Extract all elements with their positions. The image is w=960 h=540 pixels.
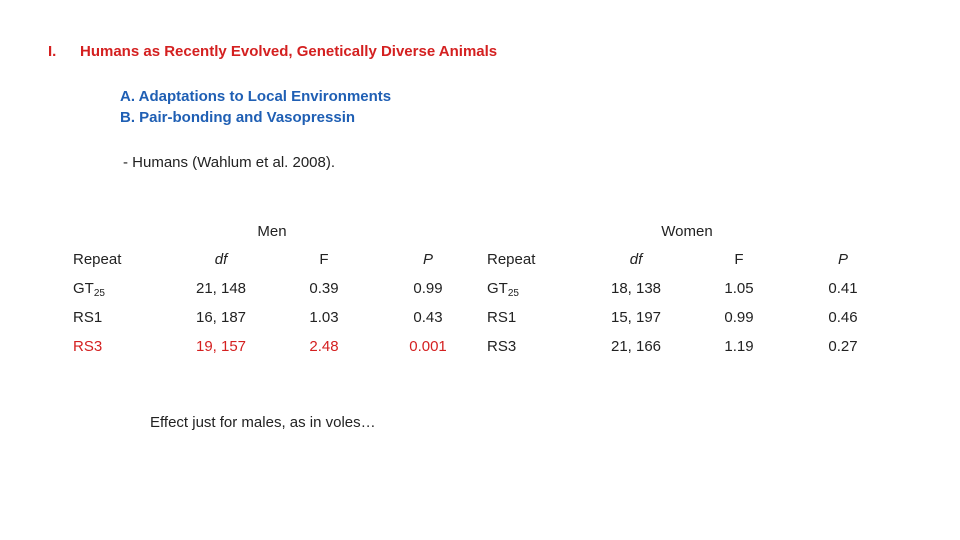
heading-numeral: I.	[48, 43, 57, 60]
table-cell: 21, 148	[195, 280, 247, 297]
table-cell: 0.001	[409, 338, 447, 355]
cell-subscript: 25	[93, 288, 105, 299]
table-cell: 19, 157	[195, 338, 247, 355]
subitem: A. Adaptations to Local Environments	[120, 88, 392, 105]
column-header: df	[629, 251, 643, 268]
table-cell: RS1	[73, 309, 103, 326]
cell-text: GT	[487, 280, 508, 297]
table-cell: 0.39	[309, 280, 339, 297]
column-header: F	[319, 251, 329, 268]
table-cell: 1.19	[724, 338, 754, 355]
table-cell: 0.99	[724, 309, 754, 326]
column-header: P	[422, 251, 434, 268]
subitem: B. Pair-bonding and Vasopressin	[120, 109, 356, 126]
table-cell: 0.99	[413, 280, 443, 297]
table-cell: GT25	[487, 280, 519, 299]
table-cell: 1.05	[724, 280, 754, 297]
table-cell: RS1	[487, 309, 517, 326]
column-header: Repeat	[487, 251, 536, 268]
table-cell: 0.43	[413, 309, 443, 326]
footnote: Effect just for males, as in voles…	[150, 414, 376, 431]
table-cell: 0.27	[828, 338, 858, 355]
column-header: P	[837, 251, 849, 268]
table-cell: 21, 166	[610, 338, 662, 355]
group-label: Men	[257, 223, 287, 240]
column-header: F	[734, 251, 744, 268]
table-cell: 2.48	[309, 338, 339, 355]
heading-title: Humans as Recently Evolved, Genetically …	[80, 43, 498, 60]
table-cell: 0.46	[828, 309, 858, 326]
table-cell: GT25	[73, 280, 105, 299]
table-cell: RS3	[73, 338, 103, 355]
table-cell: 1.03	[309, 309, 339, 326]
group-label: Women	[661, 223, 713, 240]
cell-text: GT	[73, 280, 94, 297]
note: - Humans (Wahlum et al. 2008).	[123, 154, 336, 171]
cell-subscript: 25	[507, 288, 519, 299]
table-cell: RS3	[487, 338, 517, 355]
table-cell: 18, 138	[610, 280, 662, 297]
table-cell: 16, 187	[195, 309, 247, 326]
table-cell: 0.41	[828, 280, 858, 297]
column-header: Repeat	[73, 251, 122, 268]
column-header: df	[214, 251, 228, 268]
table-cell: 15, 197	[610, 309, 662, 326]
